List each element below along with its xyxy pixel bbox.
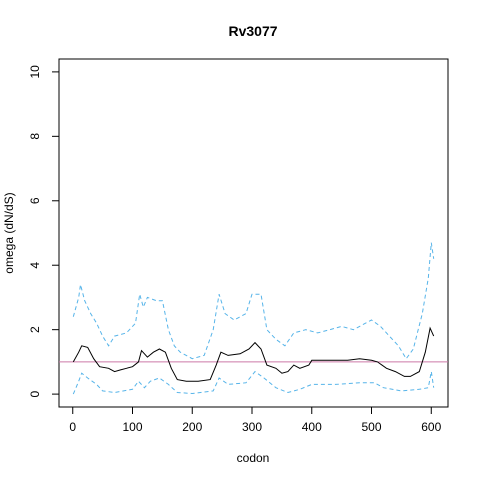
y-tick-label: 10	[28, 65, 42, 79]
data-line	[72, 326, 435, 382]
y-axis-label: omega (dN/dS)	[2, 192, 16, 273]
x-axis-label: codon	[237, 451, 270, 465]
x-tick-label: 600	[421, 420, 441, 434]
x-tick-label: 0	[69, 420, 76, 434]
x-tick-label: 200	[182, 420, 202, 434]
y-tick-label: 0	[28, 390, 42, 397]
x-tick-label: 400	[302, 420, 322, 434]
plot-box	[58, 58, 449, 408]
y-tick-label: 8	[28, 133, 42, 140]
x-tick-label: 500	[361, 420, 381, 434]
data-line	[72, 242, 435, 360]
y-tick-label: 2	[28, 326, 42, 333]
data-line	[72, 370, 435, 395]
x-tick-label: 300	[242, 420, 262, 434]
y-tick-label: 6	[28, 197, 42, 204]
chart-title: Rv3077	[228, 23, 277, 39]
y-tick-label: 4	[28, 262, 42, 269]
x-tick-label: 100	[122, 420, 142, 434]
